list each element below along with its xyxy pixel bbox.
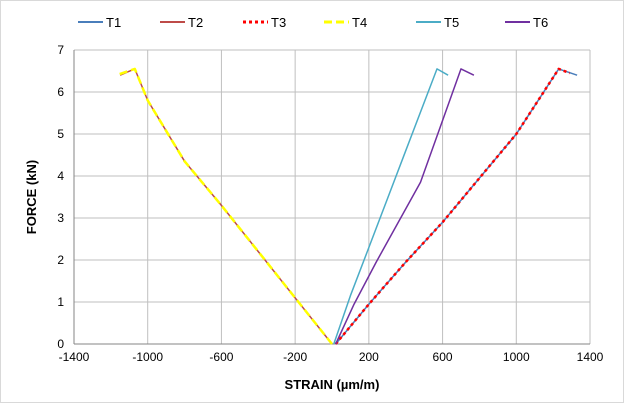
x-tick-label: -600 (209, 350, 233, 364)
series-line-t3 (334, 67, 571, 345)
series-lines (115, 67, 578, 345)
series-line-t5 (333, 68, 449, 345)
x-tick-label: 600 (433, 350, 453, 364)
y-tick-label: 6 (57, 85, 64, 99)
x-tick-label: -1400 (59, 350, 90, 364)
legend-label-t1: T1 (106, 15, 121, 30)
y-tick-label: 0 (57, 337, 64, 351)
x-tick-label: -1000 (132, 350, 163, 364)
x-tick-label: -200 (283, 350, 307, 364)
y-axis-title: FORCE (kN) (24, 160, 39, 234)
legend-label-t6: T6 (533, 15, 548, 30)
x-tick-label: 1400 (577, 350, 604, 364)
y-tick-label: 2 (57, 253, 64, 267)
series-line-t4 (115, 67, 333, 345)
tick-labels: -1400 -1000 -600 -200 200 600 1000 1400 0 1 2 3 4 5 6 7 (57, 43, 603, 364)
y-tick-label: 4 (57, 169, 64, 183)
grid (73, 49, 591, 345)
x-tick-label: 200 (359, 350, 379, 364)
series-line-t6 (335, 68, 475, 345)
x-axis-title: STRAIN (µm/m) (285, 377, 380, 392)
legend: T1 T2 T3 T4 T5 T6 (78, 15, 548, 30)
legend-label-t3: T3 (271, 15, 286, 30)
legend-label-t2: T2 (188, 15, 203, 30)
legend-label-t4: T4 (352, 15, 367, 30)
y-tick-label: 7 (57, 43, 64, 57)
y-tick-label: 1 (57, 295, 64, 309)
x-tick-label: 1000 (503, 350, 530, 364)
y-tick-label: 5 (57, 127, 64, 141)
y-tick-label: 3 (57, 211, 64, 225)
legend-label-t5: T5 (444, 15, 459, 30)
